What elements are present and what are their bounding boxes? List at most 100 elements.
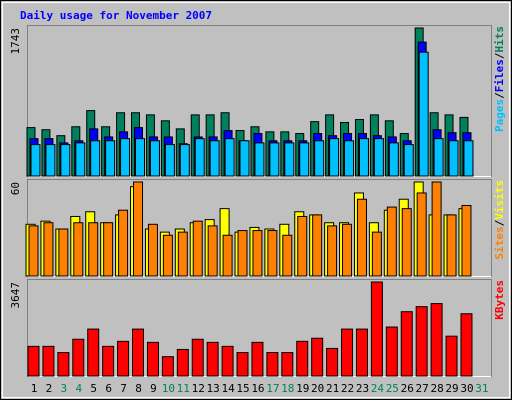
bar <box>461 205 472 277</box>
bar <box>341 328 354 377</box>
bar <box>344 140 355 177</box>
bar <box>400 311 413 377</box>
x-tick-label: 28 <box>430 382 443 395</box>
x-tick-label: 10 <box>162 382 175 395</box>
x-tick-label: 6 <box>105 382 112 395</box>
bar <box>58 228 69 277</box>
bar <box>194 138 205 177</box>
legend-entry: KBytes <box>493 280 506 320</box>
bar <box>224 138 235 177</box>
bar <box>311 337 324 377</box>
bar <box>42 345 55 377</box>
bar <box>296 340 309 377</box>
x-tick-label: 3 <box>61 382 68 395</box>
bar <box>373 138 384 177</box>
bar <box>105 140 116 177</box>
bar <box>403 144 414 177</box>
bar <box>267 230 278 277</box>
x-tick-label: 17 <box>266 382 279 395</box>
bar <box>149 140 160 177</box>
x-tick-label: 25 <box>386 382 399 395</box>
legend: Sites/Visits <box>493 180 506 260</box>
bar <box>72 338 85 377</box>
bar <box>401 208 412 277</box>
bar <box>135 138 146 177</box>
bar <box>164 144 175 177</box>
y-tick-label: 1743 <box>9 28 22 55</box>
x-tick-label: 20 <box>311 382 324 395</box>
bar <box>30 144 41 177</box>
x-tick-label: 24 <box>371 382 385 395</box>
x-tick-label: 11 <box>177 382 190 395</box>
y-tick-label: 60 <box>9 182 22 195</box>
bar <box>463 140 474 177</box>
x-tick-label: 7 <box>120 382 127 395</box>
bar <box>222 234 233 277</box>
x-tick-label: 4 <box>75 382 82 395</box>
bar <box>433 138 444 177</box>
bar <box>207 225 218 277</box>
x-tick-label: 8 <box>135 382 142 395</box>
legend-separator: / <box>493 52 506 59</box>
bar <box>161 356 174 377</box>
x-tick-label: 31 <box>475 382 488 395</box>
bar <box>266 352 279 377</box>
bar <box>120 138 131 177</box>
legend-entry: Files <box>493 59 506 92</box>
chart-title: Daily usage for November 2007 <box>20 9 212 22</box>
bar <box>236 352 249 377</box>
bar <box>176 348 189 377</box>
bar <box>460 313 473 377</box>
bar <box>239 140 250 177</box>
bar <box>326 347 339 377</box>
legend-separator: / <box>493 219 506 226</box>
bar <box>254 142 265 177</box>
bar <box>133 181 144 277</box>
bar <box>28 225 39 277</box>
legend-entry: Pages <box>493 99 506 132</box>
x-tick-label: 15 <box>236 382 249 395</box>
bar <box>57 352 70 377</box>
x-tick-label: 1 <box>31 382 38 395</box>
x-tick-label: 27 <box>416 382 429 395</box>
x-tick-label: 12 <box>192 382 205 395</box>
bar <box>252 230 263 277</box>
bar <box>27 345 40 377</box>
bar <box>191 338 204 377</box>
y-tick-label: 3647 <box>9 282 22 309</box>
bar <box>370 281 383 377</box>
legend-entry: Sites <box>493 226 506 259</box>
bar <box>418 51 429 177</box>
bar <box>60 144 71 177</box>
x-tick-label: 30 <box>460 382 473 395</box>
x-tick-label: 21 <box>326 382 339 395</box>
bar <box>327 225 338 277</box>
bar <box>206 341 219 377</box>
bar <box>87 328 100 377</box>
bar <box>117 340 130 377</box>
bar <box>282 234 293 277</box>
bar <box>445 335 458 377</box>
bar <box>415 306 428 377</box>
legend-entry: Visits <box>493 180 506 220</box>
bar <box>177 231 188 277</box>
bar <box>371 231 382 277</box>
bar <box>388 142 399 177</box>
bar <box>73 222 84 277</box>
bar <box>75 142 86 177</box>
bar <box>237 230 248 277</box>
bar <box>314 140 325 177</box>
bar <box>103 222 114 277</box>
bar <box>269 142 280 177</box>
bar <box>281 352 294 377</box>
bar <box>43 222 54 277</box>
bar <box>385 326 398 377</box>
bar <box>356 198 367 277</box>
bar <box>342 223 353 277</box>
bar <box>90 140 101 177</box>
bar <box>416 192 427 277</box>
bar <box>430 303 443 377</box>
x-tick-label: 29 <box>445 382 458 395</box>
legend-separator: / <box>493 92 506 99</box>
